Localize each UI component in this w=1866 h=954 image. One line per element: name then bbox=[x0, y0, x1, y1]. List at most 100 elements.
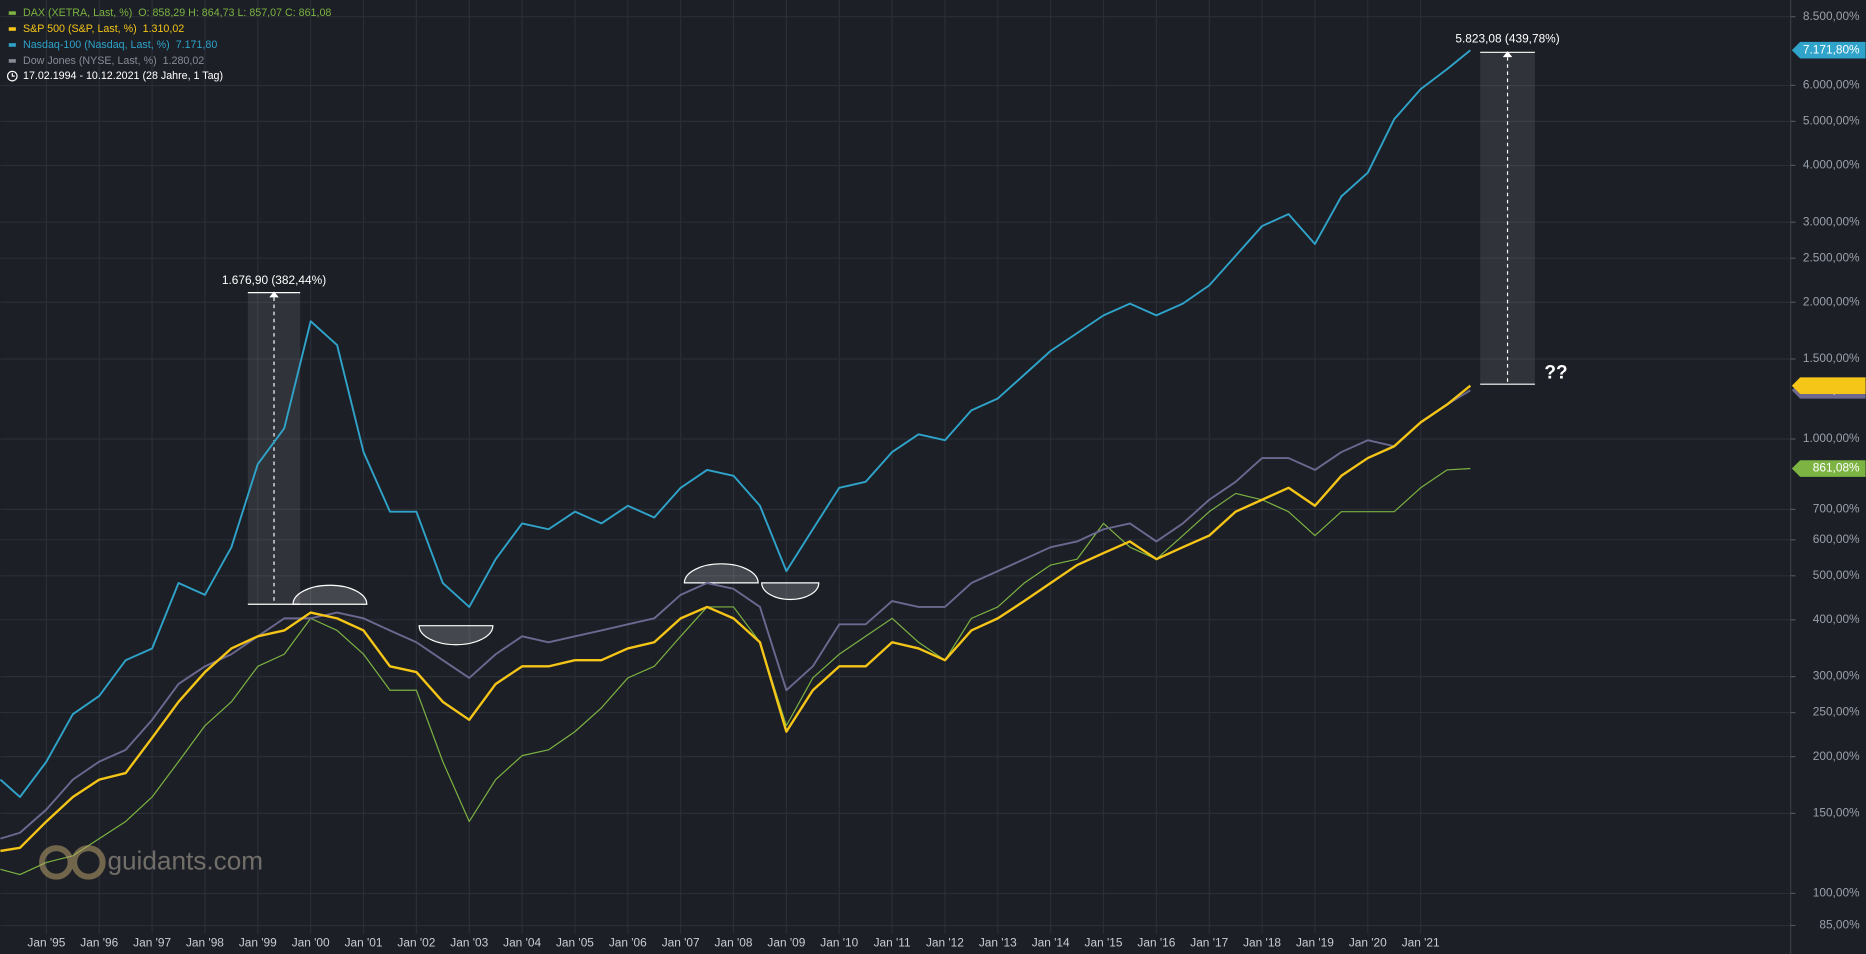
x-tick-label: Jan '04 bbox=[503, 935, 541, 949]
annotation: ?? bbox=[1544, 363, 1567, 384]
y-tick-label: 500,00% bbox=[1813, 568, 1860, 582]
series-line bbox=[0, 49, 1471, 798]
watermark: guidants.com bbox=[39, 845, 263, 880]
legend-swatch bbox=[8, 27, 16, 31]
x-tick-label: Jan '99 bbox=[239, 935, 277, 949]
last-value bbox=[1791, 377, 1866, 395]
x-tick-label: Jan '97 bbox=[133, 935, 171, 949]
legend-name: Nasdaq-100 (Nasdaq, Last, %) bbox=[23, 39, 170, 51]
last-value-box bbox=[1791, 460, 1866, 477]
legend: 17.02.1994 - 10.12.2021 (28 Jahre, 1 Tag… bbox=[6, 7, 331, 82]
measure-arrow bbox=[269, 291, 279, 298]
x-tick-label: Jan '96 bbox=[80, 935, 118, 949]
x-tick-label: Jan '02 bbox=[397, 935, 435, 949]
logo bbox=[71, 845, 106, 880]
series-line bbox=[0, 384, 1472, 853]
y-tick-label: 85,00% bbox=[1819, 918, 1860, 932]
series-line bbox=[0, 389, 1471, 840]
clock-icon bbox=[6, 70, 18, 82]
measure-1 bbox=[247, 291, 301, 605]
last-value: 861,08% bbox=[1791, 460, 1866, 477]
legend-swatch bbox=[8, 11, 16, 15]
legend-details: 7.171,80 bbox=[176, 39, 218, 51]
x-tick-label: Jan '05 bbox=[556, 935, 594, 949]
watermark-text: guidants.com bbox=[107, 845, 263, 875]
x-tick-label: Jan '14 bbox=[1032, 935, 1070, 949]
x-tick-label: Jan '13 bbox=[979, 935, 1017, 949]
annotation: 5.823,08 (439,78%) bbox=[1455, 31, 1559, 45]
legend-swatch bbox=[8, 43, 16, 47]
x-tick-label: Jan '21 bbox=[1402, 935, 1440, 949]
measure-2 bbox=[1480, 51, 1535, 385]
x-tick-label: Jan '01 bbox=[345, 935, 383, 949]
x-tick-label: Jan '20 bbox=[1349, 935, 1387, 949]
lines bbox=[0, 49, 1472, 876]
y-tick-label: 6.000,00% bbox=[1803, 78, 1860, 92]
y-tick-label: 3.000,00% bbox=[1803, 214, 1860, 228]
y-tick-label: 700,00% bbox=[1813, 502, 1860, 516]
legend-entry: S&P 500 (S&P, Last, %) 1.310,02 bbox=[23, 23, 184, 35]
x-tick-label: Jan '11 bbox=[874, 935, 911, 949]
y-tick-label: 2.000,00% bbox=[1803, 294, 1860, 308]
legend-entry: Dow Jones (NYSE, Last, %) 1.280,02 bbox=[23, 55, 204, 67]
arc bbox=[761, 582, 820, 601]
last-value-label: 7.171,80% bbox=[1803, 42, 1860, 56]
arc bbox=[418, 625, 494, 646]
arcs bbox=[292, 563, 820, 646]
x-tick-label: Jan '08 bbox=[715, 935, 753, 949]
legend-details: 1.280,02 bbox=[163, 55, 205, 67]
y-tick-label: 300,00% bbox=[1813, 669, 1860, 683]
last-value-box bbox=[1791, 377, 1866, 395]
x-tick-label: Jan '19 bbox=[1296, 935, 1334, 949]
y-tick-label: 100,00% bbox=[1813, 886, 1860, 900]
y-tick-label: 600,00% bbox=[1813, 532, 1860, 546]
x-tick-label: Jan '12 bbox=[926, 935, 964, 949]
x-tick-label: Jan '00 bbox=[292, 935, 330, 949]
x-tick-label: Jan '07 bbox=[662, 935, 700, 949]
y-tick-label: 1.000,00% bbox=[1803, 431, 1860, 445]
y-tick-label: 200,00% bbox=[1813, 749, 1860, 763]
legend-name: DAX (XETRA, Last, %) bbox=[23, 7, 132, 19]
measure-arrow bbox=[1502, 51, 1513, 58]
x-tick-label: Jan '03 bbox=[450, 935, 488, 949]
x-tick-label: Jan '98 bbox=[186, 935, 224, 949]
annotation: 1.676,90 (382,44%) bbox=[222, 273, 326, 287]
arc bbox=[683, 563, 759, 584]
axis: Jan '95 Jan '96 Jan '97 Jan '98 Jan '99 Jan '… bbox=[27, 9, 1866, 949]
x-tick-label: Jan '95 bbox=[27, 935, 65, 949]
y-tick-label: 1.500,00% bbox=[1803, 351, 1860, 365]
last-value-label: 861,08% bbox=[1813, 461, 1860, 475]
grid bbox=[0, 0, 1791, 934]
y-tick-label: 250,00% bbox=[1813, 705, 1860, 719]
last-value: 7.171,80% bbox=[1791, 41, 1866, 59]
y-tick-label: 5.000,00% bbox=[1803, 114, 1860, 128]
legend-entry: Nasdaq-100 (Nasdaq, Last, %) 7.171,80 bbox=[23, 39, 217, 51]
x-tick-label: Jan '17 bbox=[1190, 935, 1228, 949]
legend-name: Dow Jones (NYSE, Last, %) bbox=[23, 55, 157, 67]
x-tick-label: Jan '16 bbox=[1137, 935, 1175, 949]
y-tick-label: 400,00% bbox=[1813, 612, 1860, 626]
legend-entry: DAX (XETRA, Last, %) O: 858,29 H: 864,73 … bbox=[23, 7, 331, 19]
y-tick-label: 8.500,00% bbox=[1803, 9, 1860, 23]
logo bbox=[39, 845, 74, 880]
legend-swatch bbox=[8, 59, 16, 63]
x-tick-label: Jan '06 bbox=[609, 935, 647, 949]
date-range: 17.02.1994 - 10.12.2021 (28 Jahre, 1 Tag… bbox=[23, 70, 223, 82]
y-tick-label: 2.500,00% bbox=[1803, 250, 1860, 264]
arc bbox=[292, 584, 368, 605]
x-tick-label: Jan '18 bbox=[1243, 935, 1281, 949]
clock-icon bbox=[11, 73, 15, 77]
series-line bbox=[0, 467, 1471, 876]
x-tick-label: Jan '10 bbox=[820, 935, 858, 949]
legend-name: S&P 500 (S&P, Last, %) bbox=[23, 23, 137, 35]
x-tick-label: Jan '15 bbox=[1085, 935, 1123, 949]
y-tick-label: 4.000,00% bbox=[1803, 158, 1860, 172]
legend-details: O: 858,29 H: 864,73 L: 857,07 C: 861,08 bbox=[138, 7, 331, 19]
y-tick-label: 150,00% bbox=[1813, 806, 1860, 820]
x-tick-label: Jan '09 bbox=[767, 935, 805, 949]
legend-details: 1.310,02 bbox=[143, 23, 185, 35]
last-value-box bbox=[1791, 41, 1866, 59]
